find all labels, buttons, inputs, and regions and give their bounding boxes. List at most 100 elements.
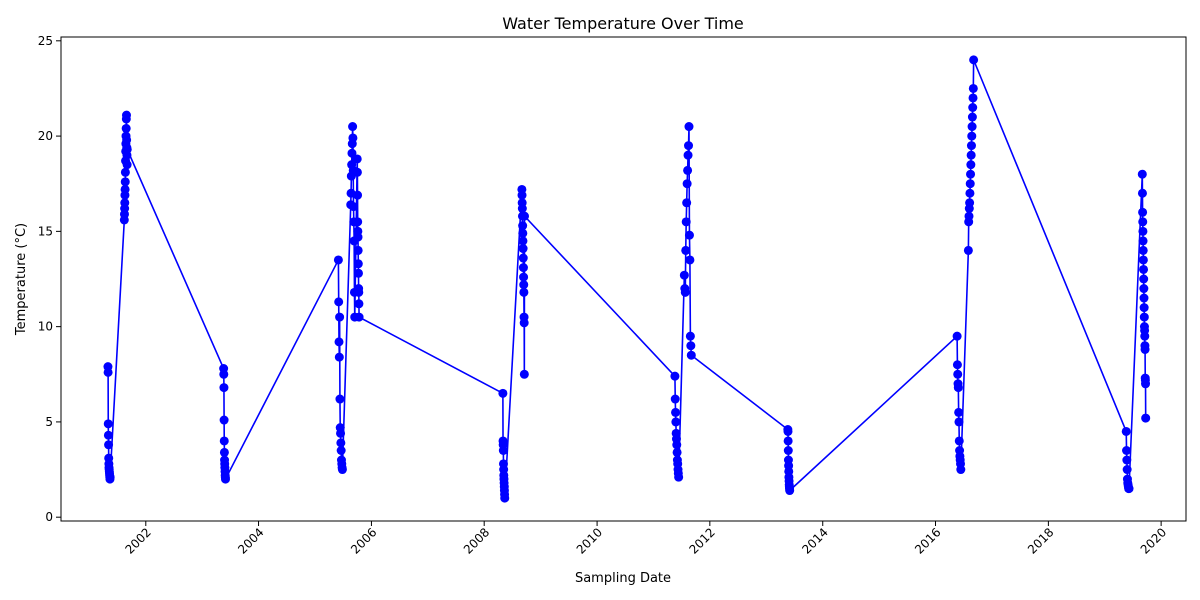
data-point bbox=[1121, 426, 1131, 436]
data-point bbox=[103, 419, 113, 429]
data-point bbox=[337, 465, 347, 475]
data-point bbox=[684, 230, 694, 240]
data-point bbox=[670, 371, 680, 381]
data-point bbox=[954, 407, 964, 417]
data-point bbox=[682, 179, 692, 189]
y-tick-label: 15 bbox=[38, 224, 53, 238]
data-point bbox=[965, 188, 975, 198]
data-point bbox=[954, 436, 964, 446]
data-point bbox=[354, 287, 364, 297]
data-point bbox=[674, 472, 684, 482]
data-point bbox=[965, 179, 975, 189]
data-point bbox=[969, 55, 979, 65]
data-point bbox=[953, 369, 963, 379]
data-point bbox=[1138, 207, 1148, 217]
data-point bbox=[684, 141, 694, 151]
data-point bbox=[964, 211, 974, 221]
data-point bbox=[1139, 284, 1149, 294]
data-point bbox=[519, 280, 529, 290]
y-axis-label: Temperature (°C) bbox=[14, 223, 29, 336]
y-tick-label: 10 bbox=[38, 320, 53, 334]
data-point bbox=[1140, 331, 1150, 341]
data-point bbox=[1139, 312, 1149, 322]
data-point bbox=[349, 202, 359, 212]
data-point bbox=[686, 350, 696, 360]
data-point bbox=[1122, 446, 1132, 455]
data-point bbox=[1139, 303, 1149, 313]
data-point bbox=[518, 221, 528, 231]
data-point bbox=[1141, 379, 1151, 389]
axes-frame bbox=[60, 36, 1187, 522]
data-point bbox=[336, 446, 346, 455]
data-point bbox=[353, 232, 363, 242]
data-point bbox=[353, 259, 363, 269]
data-point bbox=[353, 217, 363, 227]
data-point bbox=[954, 417, 964, 427]
data-point bbox=[120, 177, 130, 187]
data-point bbox=[968, 93, 978, 103]
data-point bbox=[517, 190, 527, 200]
data-point bbox=[518, 253, 528, 263]
data-point bbox=[1139, 264, 1149, 274]
data-point bbox=[219, 383, 229, 393]
data-point bbox=[1138, 236, 1148, 246]
data-point bbox=[336, 428, 346, 438]
data-point bbox=[952, 331, 962, 341]
data-point bbox=[120, 198, 130, 208]
data-point bbox=[335, 394, 345, 404]
data-point bbox=[783, 436, 793, 446]
chart-title: Water Temperature Over Time bbox=[502, 14, 744, 33]
data-point bbox=[498, 446, 508, 455]
data-point bbox=[966, 169, 976, 179]
data-point bbox=[956, 465, 966, 475]
data-point bbox=[965, 198, 975, 208]
data-point bbox=[672, 440, 682, 450]
data-point bbox=[671, 417, 681, 427]
data-point bbox=[783, 426, 793, 436]
data-point bbox=[335, 312, 345, 322]
data-point bbox=[220, 474, 230, 484]
data-point bbox=[347, 148, 357, 158]
data-point bbox=[683, 165, 693, 175]
data-point bbox=[348, 133, 358, 143]
data-point bbox=[680, 287, 690, 297]
data-point bbox=[1140, 345, 1150, 354]
data-point bbox=[681, 217, 691, 227]
data-point bbox=[1138, 217, 1148, 227]
data-point bbox=[353, 268, 363, 278]
data-point bbox=[122, 160, 132, 170]
data-point bbox=[219, 436, 229, 446]
data-point bbox=[120, 184, 130, 194]
data-point bbox=[1122, 455, 1132, 465]
data-point bbox=[672, 447, 682, 457]
data-point bbox=[122, 135, 132, 145]
data-point bbox=[670, 394, 680, 404]
data-point bbox=[353, 245, 363, 255]
data-point bbox=[121, 110, 131, 120]
data-point bbox=[683, 150, 693, 160]
data-point bbox=[520, 211, 529, 221]
plot-area bbox=[103, 55, 1151, 503]
data-point bbox=[354, 312, 364, 322]
data-point bbox=[219, 369, 229, 379]
data-point bbox=[219, 415, 229, 425]
data-point bbox=[953, 383, 963, 393]
data-point bbox=[519, 287, 529, 297]
data-point bbox=[1138, 255, 1148, 265]
data-point bbox=[519, 318, 529, 328]
data-point bbox=[334, 337, 344, 347]
data-point bbox=[352, 167, 362, 177]
data-point bbox=[219, 447, 229, 457]
data-point bbox=[518, 244, 528, 254]
data-point bbox=[966, 160, 976, 170]
data-point bbox=[500, 493, 510, 503]
data-point bbox=[354, 299, 364, 309]
data-point bbox=[333, 255, 343, 265]
data-point bbox=[517, 204, 527, 213]
data-point bbox=[518, 263, 528, 273]
data-point bbox=[966, 141, 976, 151]
data-point bbox=[686, 341, 696, 351]
data-point bbox=[963, 245, 973, 255]
data-point bbox=[104, 440, 114, 450]
